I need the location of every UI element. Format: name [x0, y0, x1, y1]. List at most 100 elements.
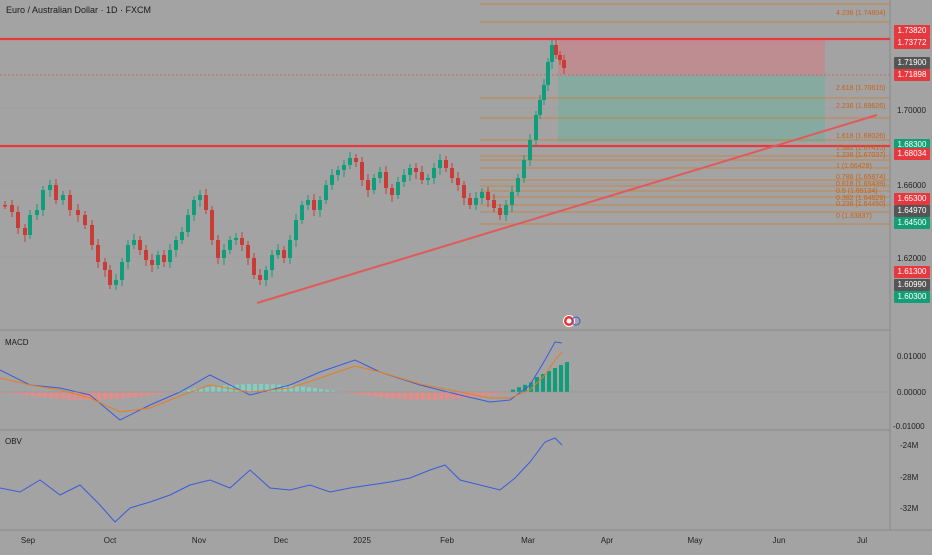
candle-body	[486, 192, 490, 200]
fib-label: 0.382 (1.64829)	[836, 195, 886, 202]
candle-body	[294, 220, 298, 240]
macd-line	[0, 341, 563, 421]
macd-bar	[67, 392, 71, 400]
candle-body	[264, 270, 268, 280]
macd-label: MACD	[5, 338, 29, 347]
macd-tick: -0.01000	[893, 422, 925, 431]
macd-bar	[421, 392, 425, 400]
price-label: 1.64970	[894, 205, 930, 217]
macd-bar	[553, 368, 557, 392]
fib-label: 0.786 (1.65874)	[836, 174, 886, 181]
candle-body	[28, 215, 32, 235]
candle-body	[10, 205, 14, 212]
macd-bar	[43, 392, 47, 398]
price-label: 1.73820	[894, 25, 930, 37]
candle-body	[252, 258, 256, 275]
candle-body	[312, 200, 316, 210]
candle-body	[432, 168, 436, 178]
candle-body	[538, 100, 542, 115]
obv-tick: -24M	[900, 441, 919, 450]
candle-body	[558, 55, 562, 60]
macd-tick: 0.01000	[897, 352, 926, 361]
macd-bar	[259, 384, 263, 392]
fib-label: 4.236 (1.74804)	[836, 10, 886, 17]
macd-bar	[211, 386, 215, 392]
macd-bar	[187, 389, 191, 392]
candle-body	[516, 178, 520, 192]
price-tick: 1.70000	[897, 106, 926, 115]
macd-bar	[355, 392, 359, 395]
candle-body	[462, 185, 466, 198]
macd-bar	[433, 392, 437, 400]
macd-bar	[487, 392, 491, 396]
fib-label: 0 (1.63837)	[836, 213, 872, 220]
macd-bar	[145, 392, 149, 396]
macd-bar	[157, 392, 161, 395]
macd-bar	[427, 392, 431, 400]
candle-body	[282, 250, 286, 258]
candle-body	[216, 240, 220, 258]
candle-body	[23, 228, 27, 235]
macd-bar	[271, 384, 275, 392]
macd-bar	[409, 392, 413, 400]
time-tick: Apr	[600, 536, 614, 545]
macd-bar	[241, 384, 245, 392]
candle-body	[61, 195, 65, 200]
macd-bar	[499, 392, 503, 394]
macd-bar	[469, 392, 473, 398]
candle-body	[542, 85, 546, 100]
macd-bar	[253, 384, 257, 392]
obv-label: OBV	[5, 437, 22, 446]
fib-label: 2.618 (1.70615)	[836, 85, 886, 92]
candle-body	[204, 195, 208, 210]
candle-body	[240, 238, 244, 245]
macd-bar	[313, 388, 317, 392]
time-tick: Dec	[273, 536, 289, 545]
time-tick: 2025	[353, 536, 371, 545]
short-target-box	[558, 75, 825, 142]
macd-bar	[397, 392, 401, 399]
macd-bar	[133, 392, 137, 398]
price-label: 1.61300	[894, 266, 930, 278]
price-tick: 1.62000	[897, 254, 926, 263]
candle-body	[300, 205, 304, 220]
candle-body	[90, 225, 94, 245]
short-risk-box	[558, 40, 825, 75]
candle-body	[35, 210, 39, 215]
candle-body	[68, 195, 72, 210]
macd-bar	[55, 392, 59, 399]
price-label: 1.71900	[894, 57, 930, 69]
candle-body	[498, 208, 502, 215]
candle-body	[83, 215, 87, 225]
price-label: 1.60990	[894, 279, 930, 291]
macd-bar	[217, 385, 221, 392]
macd-bar	[343, 392, 347, 393]
candle-body	[180, 232, 184, 240]
candle-body	[210, 210, 214, 240]
macd-bar	[457, 392, 461, 399]
macd-bar	[97, 392, 101, 400]
candle-body	[534, 115, 538, 140]
candle-body	[162, 255, 166, 262]
candle-body	[126, 245, 130, 262]
candle-body	[288, 240, 292, 258]
obv-tick: -28M	[900, 473, 919, 482]
macd-bar	[169, 392, 173, 393]
macd-bar	[91, 392, 95, 400]
macd-bar	[85, 392, 89, 400]
calendar-icon	[571, 316, 581, 326]
candle-body	[372, 178, 376, 190]
candle-body	[306, 200, 310, 205]
macd-bar	[73, 392, 77, 400]
candle-body	[324, 185, 328, 200]
candle-body	[103, 262, 107, 270]
candle-body	[420, 172, 424, 180]
macd-bar	[403, 392, 407, 400]
price-label: 1.71898	[894, 69, 930, 81]
candle-body	[510, 192, 514, 205]
macd-bar	[439, 392, 443, 400]
candle-body	[480, 192, 484, 198]
macd-bar	[247, 384, 251, 392]
